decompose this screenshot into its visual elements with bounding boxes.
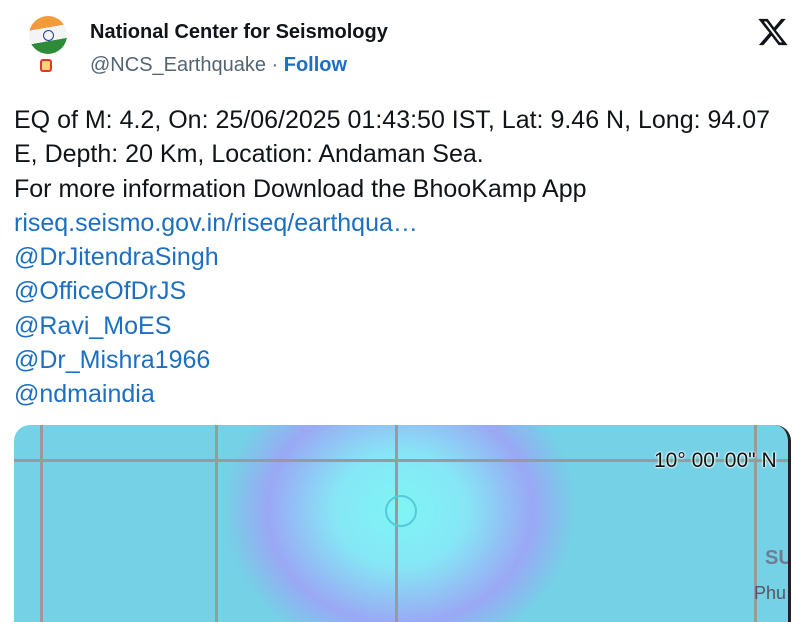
- separator: ·: [265, 54, 284, 76]
- grid-line: [14, 459, 788, 462]
- riseq-link[interactable]: riseq.seismo.gov.in/riseq/earthqua…: [14, 208, 418, 237]
- avatar[interactable]: [29, 16, 67, 54]
- mention-link[interactable]: @Dr_Mishra1966: [14, 346, 211, 375]
- tweet-body: EQ of M: 4.2, On: 25/06/2025 01:43:50 IS…: [14, 103, 789, 412]
- mention-link[interactable]: @ndmaindia: [14, 380, 155, 409]
- grid-line: [40, 425, 43, 622]
- x-logo-icon[interactable]: [757, 16, 789, 48]
- map-label: Phu: [754, 583, 787, 603]
- grid-line: [215, 425, 218, 622]
- account-name[interactable]: National Center for Seismology: [90, 21, 388, 43]
- map-label: SU: [765, 547, 791, 569]
- ashoka-chakra-icon: [43, 30, 54, 41]
- earthquake-map-image[interactable]: 10° 00' 00" N SU Phu: [14, 425, 791, 622]
- latitude-label: 10° 00' 00" N: [654, 449, 777, 472]
- mention-link[interactable]: @DrJitendraSingh: [14, 243, 219, 272]
- account-handle-line: @NCS_Earthquake · Follow: [90, 54, 347, 77]
- epicenter-marker-icon: [385, 495, 417, 527]
- mention-link[interactable]: @Ravi_MoES: [14, 311, 172, 340]
- affiliate-badge-icon: [40, 59, 52, 72]
- tweet-text-line: EQ of M: 4.2, On: 25/06/2025 01:43:50 IS…: [14, 106, 771, 169]
- account-handle[interactable]: @NCS_Earthquake: [90, 54, 266, 76]
- follow-button[interactable]: Follow: [283, 54, 348, 76]
- mention-link[interactable]: @OfficeOfDrJS: [14, 277, 187, 306]
- tweet-text-line: For more information Download the BhooKa…: [14, 174, 587, 203]
- grid-line: [754, 425, 757, 622]
